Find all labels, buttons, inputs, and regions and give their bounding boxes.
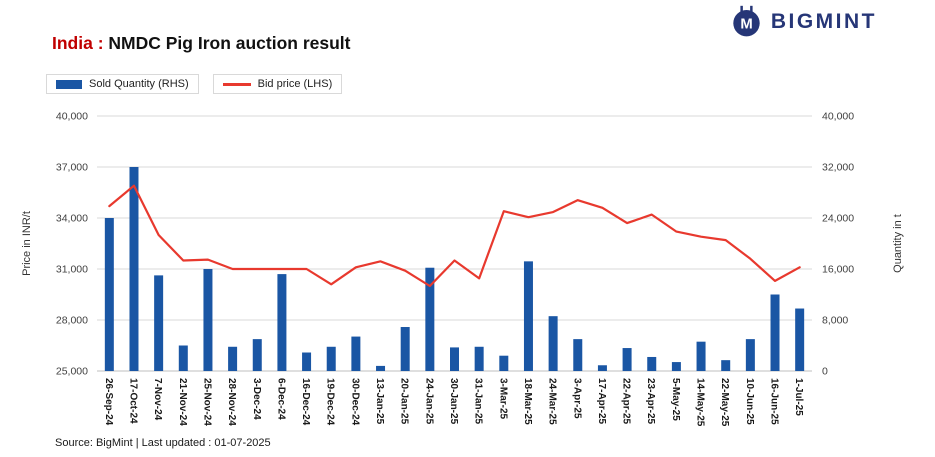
x-axis-label: 20-Jan-25: [399, 378, 410, 425]
x-axis-label: 30-Jan-25: [448, 378, 459, 425]
bar: [770, 294, 780, 371]
bar: [721, 360, 731, 371]
bar: [252, 339, 262, 371]
bar: [203, 269, 213, 371]
source-note: Source: BigMint | Last updated : 01-07-2…: [55, 437, 271, 449]
x-axis-label: 16-Dec-24: [300, 378, 311, 426]
right-axis-tick: 24,000: [822, 213, 854, 225]
bar: [376, 365, 386, 371]
left-axis-tick: 37,000: [56, 162, 88, 174]
right-axis-tick: 8,000: [822, 315, 848, 327]
bar: [745, 339, 755, 371]
left-axis-tick: 40,000: [56, 111, 88, 123]
bigmint-logo: M BIGMINT: [730, 5, 877, 38]
line-series-swatch-icon: [222, 82, 251, 86]
bar: [622, 348, 632, 371]
bid-price-line: [108, 184, 801, 288]
x-axis-label: 24-Mar-25: [547, 378, 558, 425]
bar: [647, 356, 657, 371]
bar: [129, 167, 139, 371]
bar: [425, 267, 435, 371]
left-axis-tick: 34,000: [56, 213, 88, 225]
x-axis-label: 17-Apr-25: [596, 378, 607, 425]
bar: [450, 347, 459, 371]
x-axis-label: 22-May-25: [719, 378, 730, 427]
x-axis-label: 30-Dec-24: [349, 378, 360, 426]
svg-text:M: M: [740, 17, 752, 33]
x-axis-label: 31-Jan-25: [473, 378, 484, 425]
x-axis-label: 28-Nov-24: [226, 378, 237, 426]
bar-series-swatch-icon: [56, 79, 82, 89]
bar: [104, 218, 114, 371]
left-axis-title: Price in INR/t: [21, 211, 33, 276]
x-axis-label: 24-Jan-25: [423, 378, 434, 425]
right-axis-tick: 32,000: [822, 162, 854, 174]
legend-item-sold-quantity: Sold Quantity (RHS): [46, 74, 199, 94]
chart-title-main: NMDC Pig Iron auction result: [103, 33, 351, 53]
sold-quantity-bars: [104, 167, 805, 371]
legend-label-sold-quantity: Sold Quantity (RHS): [89, 78, 189, 90]
chart-title: India : NMDC Pig Iron auction result: [52, 33, 351, 54]
x-axis-label: 25-Nov-24: [201, 378, 212, 426]
bar: [696, 341, 706, 371]
x-axis-label: 1-Jul-25: [793, 378, 804, 416]
bar: [228, 346, 238, 371]
right-axis-title: Quantity in t: [892, 214, 904, 273]
chart-title-prefix: India :: [52, 33, 104, 53]
x-axis-label: 16-Jun-25: [769, 378, 780, 425]
x-axis-label: 7-Nov-24: [152, 378, 163, 421]
x-axis-label: 26-Sep-24: [103, 378, 114, 426]
x-axis-label: 3-Mar-25: [497, 378, 508, 420]
x-axis-label: 3-Dec-24: [251, 378, 262, 420]
left-axis-tick: 28,000: [56, 315, 88, 327]
bar: [302, 352, 312, 371]
right-axis-tick: 40,000: [822, 111, 854, 123]
bar: [178, 345, 188, 371]
right-axis-tick: 16,000: [822, 264, 854, 276]
bar: [326, 346, 336, 371]
bar: [351, 336, 361, 371]
legend-item-bid-price: Bid price (LHS): [212, 74, 343, 94]
bar: [795, 308, 805, 371]
x-axis-label: 5-May-25: [670, 378, 681, 421]
bar: [474, 346, 484, 371]
left-axis-tick: 31,000: [56, 264, 88, 276]
bar: [499, 355, 509, 371]
x-axis-label: 13-Jan-25: [374, 378, 385, 425]
x-axis-label: 22-Apr-25: [621, 378, 632, 425]
price-quantity-chart: 25,000 0 28,000 8,000 31,000 16,000 34,000 24,0…: [0, 96, 935, 450]
legend-label-bid-price: Bid price (LHS): [257, 78, 333, 90]
bar: [573, 339, 583, 371]
bar: [597, 365, 607, 371]
chart-svg: 25,000 0 28,000 8,000 31,000 16,000 34,000 24,0…: [21, 111, 904, 427]
x-axis-label: 21-Nov-24: [177, 378, 188, 426]
x-axis-label: 17-Oct-24: [127, 378, 138, 424]
bar: [400, 327, 410, 371]
bar: [277, 274, 287, 371]
bar: [671, 362, 681, 371]
x-axis-label: 18-Mar-25: [522, 378, 533, 425]
bar: [154, 275, 164, 371]
x-axis-label: 23-Apr-25: [645, 378, 656, 425]
chart-legend: Sold Quantity (RHS) Bid price (LHS): [46, 74, 343, 94]
x-axis-label: 10-Jun-25: [744, 378, 755, 425]
x-axis-label: 14-May-25: [695, 378, 706, 427]
x-axis-label: 6-Dec-24: [275, 378, 286, 420]
bar: [523, 261, 533, 371]
x-axis-label: 3-Apr-25: [571, 378, 582, 419]
x-axis-label: 19-Dec-24: [325, 378, 336, 426]
bigmint-logo-icon: M: [733, 5, 760, 37]
bar: [548, 316, 558, 371]
left-axis-tick: 25,000: [56, 366, 88, 378]
right-axis-tick: 0: [822, 366, 828, 378]
bigmint-logo-text: BIGMINT: [770, 9, 877, 33]
